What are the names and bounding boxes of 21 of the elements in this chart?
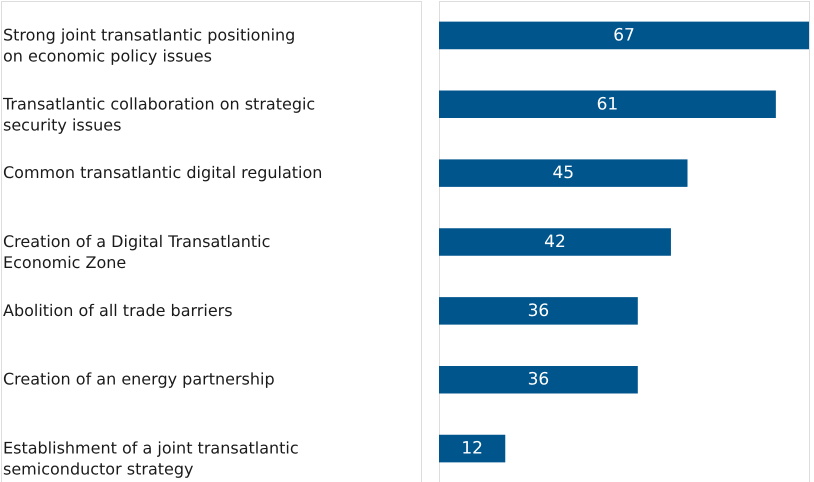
data-label: 45 bbox=[552, 163, 574, 184]
y-tick-label: Strong joint transatlantic positioning on economic policy issues bbox=[3, 25, 296, 66]
y-tick-label: Creation of an energy partnership bbox=[3, 370, 275, 389]
y-tick-label: Common transatlantic digital regulation bbox=[3, 163, 322, 182]
data-label: 36 bbox=[528, 370, 550, 390]
y-tick-label: Establishment of a joint transatlantic semiconductor strategy bbox=[3, 438, 299, 479]
y-tick-label: Creation of a Digital Transatlantic Economic Zone bbox=[3, 232, 270, 272]
bar bbox=[439, 434, 506, 462]
data-label: 36 bbox=[528, 300, 550, 321]
bar bbox=[439, 366, 638, 394]
y-tick-label: Abolition of all trade barriers bbox=[3, 300, 233, 320]
data-label: 12 bbox=[461, 438, 483, 459]
bar bbox=[439, 22, 809, 50]
data-label: 61 bbox=[596, 94, 618, 114]
bar bbox=[439, 228, 671, 256]
y-tick-label: Transatlantic collaboration on strategic security issues bbox=[2, 94, 316, 134]
bar bbox=[439, 90, 776, 118]
bar bbox=[439, 297, 638, 325]
data-label: 42 bbox=[544, 232, 566, 252]
data-label: 67 bbox=[613, 25, 635, 46]
bar bbox=[439, 159, 688, 187]
